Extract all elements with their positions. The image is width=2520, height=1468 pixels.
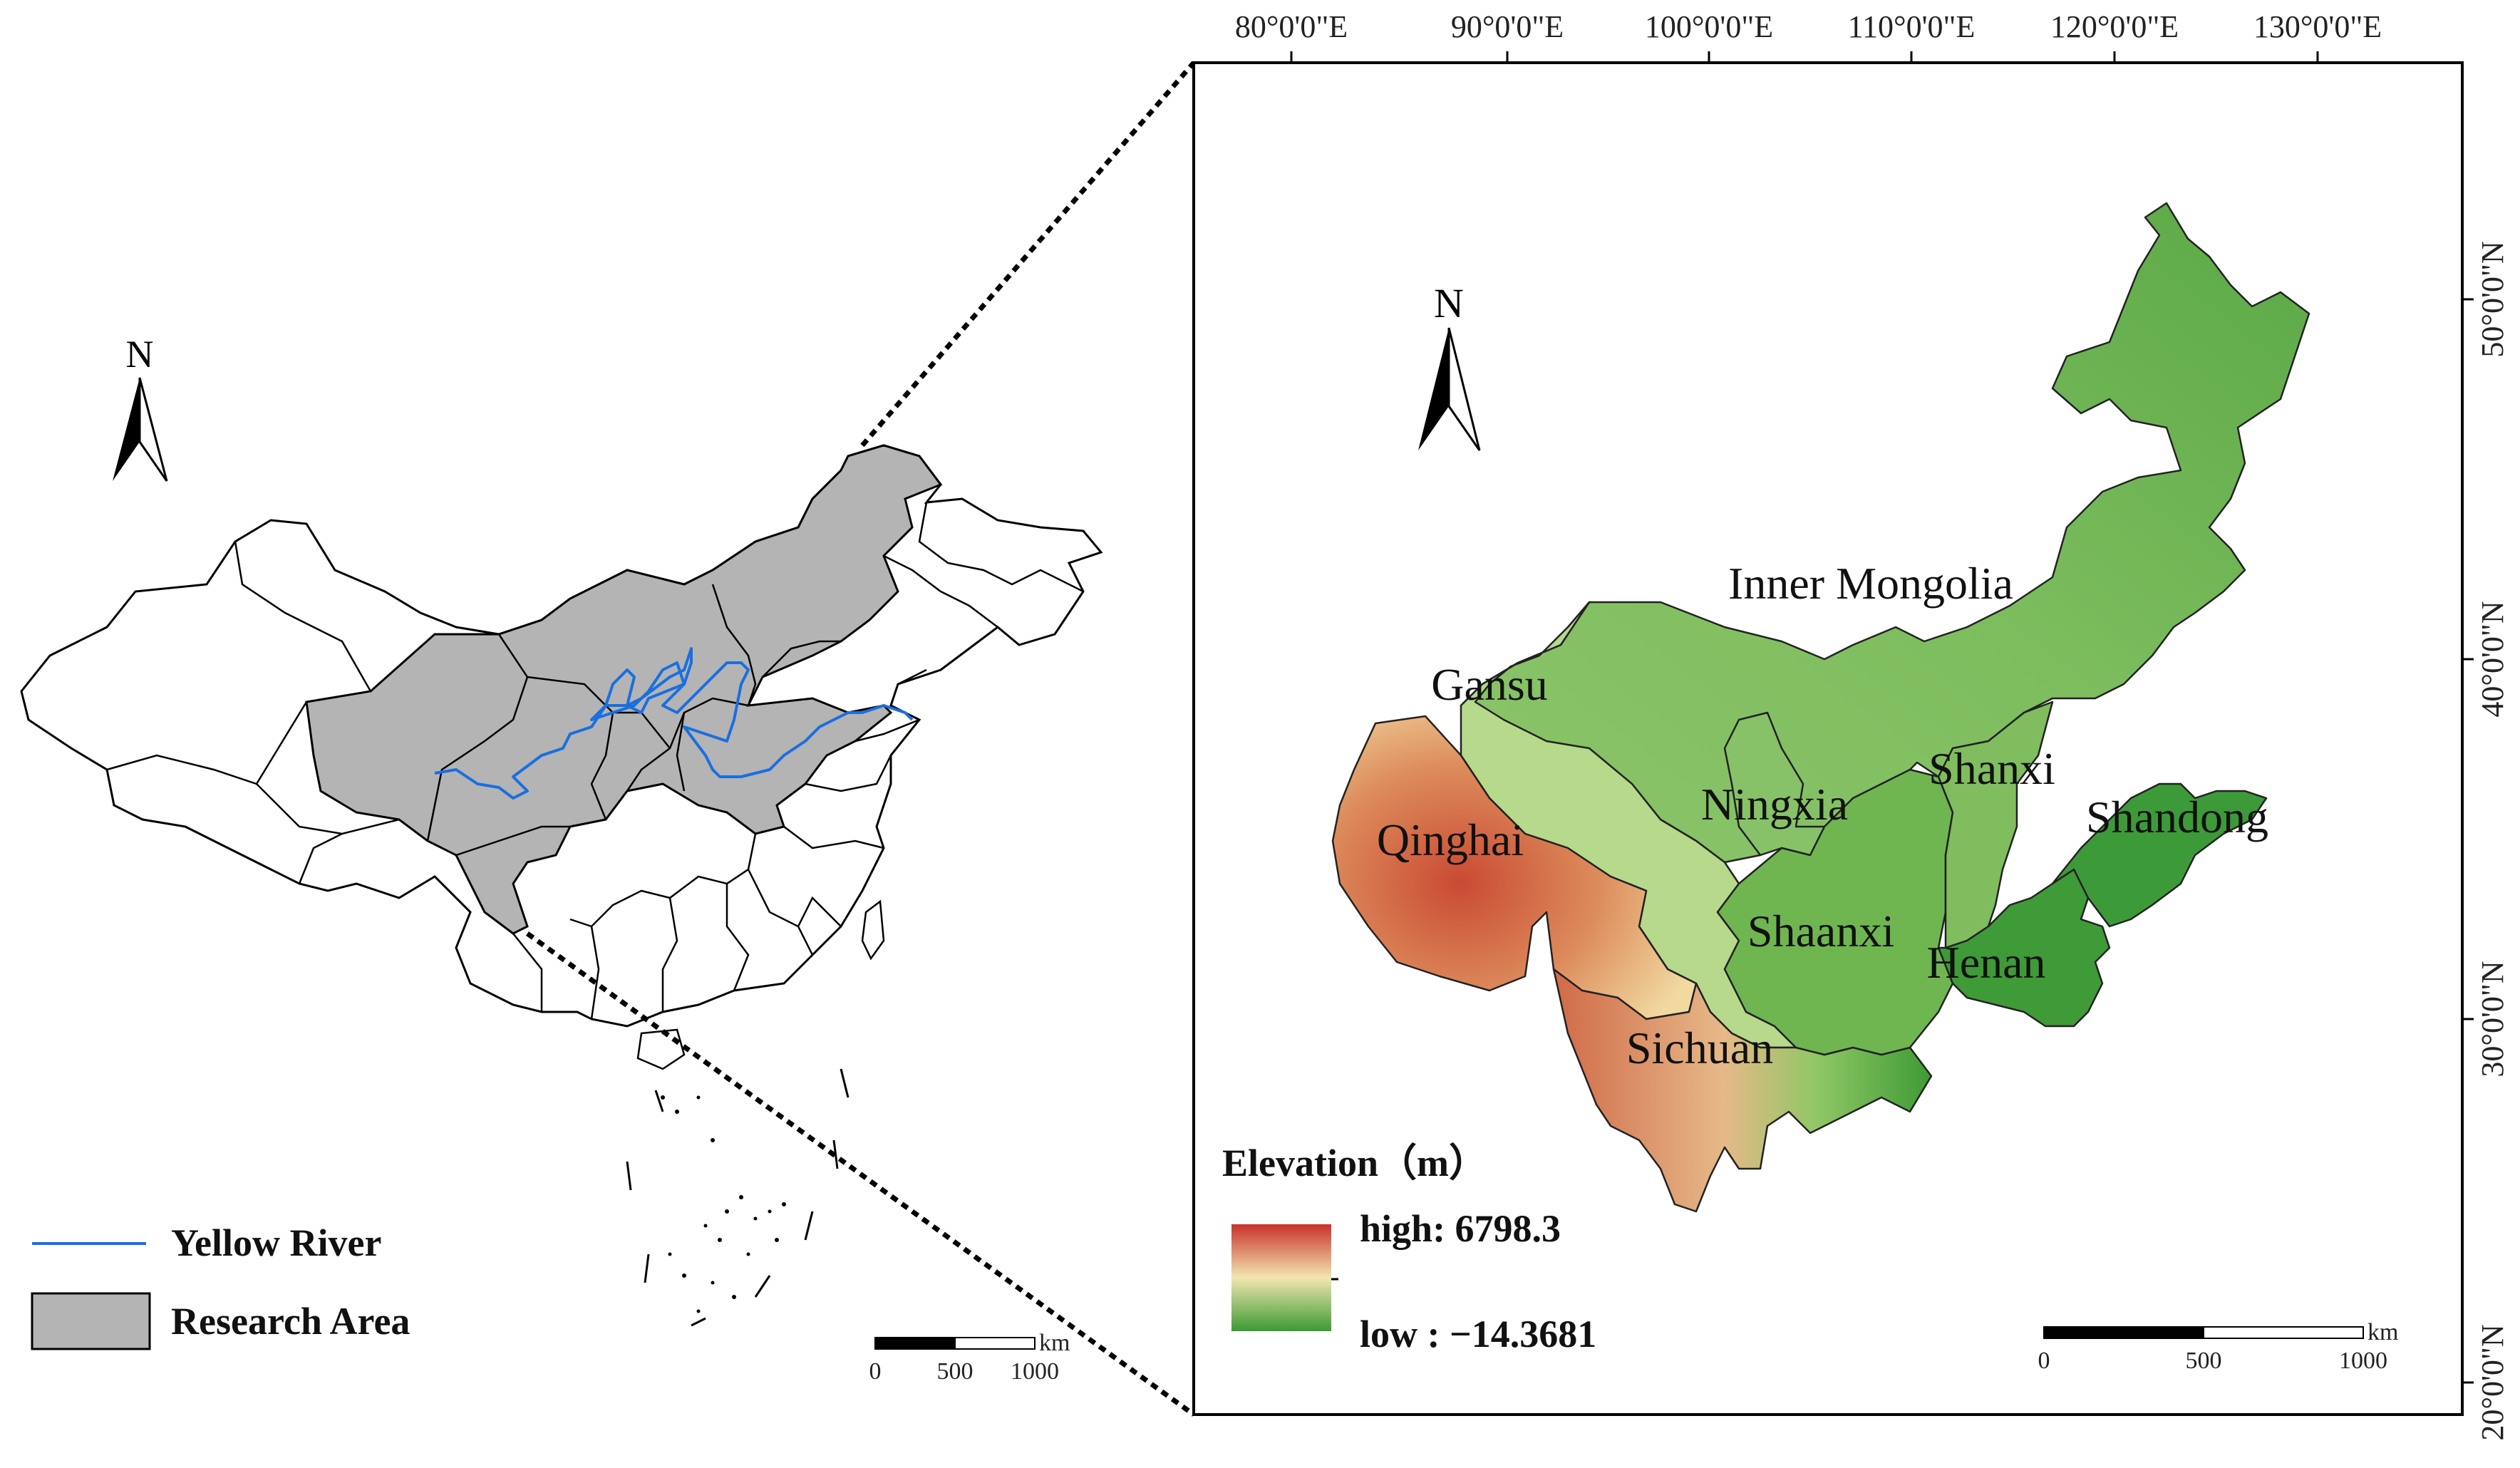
detail-map: 80°0'0"E 90°0'0"E 100°0'0"E 110°0'0"E 12… xyxy=(1192,9,2510,1441)
label-shandong: Shandong xyxy=(2086,792,2268,842)
lon-label-130: 130°0'0"E xyxy=(2253,9,2382,44)
taiwan-island xyxy=(861,899,885,961)
label-qinghai: Qinghai xyxy=(1377,815,1524,865)
scale-tick-500-right: 500 xyxy=(2186,1348,2222,1374)
zoom-connector-lines xyxy=(525,61,1196,1417)
label-ningxia: Ningxia xyxy=(1701,779,1848,829)
legend-left: Yellow River Research Area xyxy=(31,1221,410,1350)
lat-label-20: 20°0'0"N xyxy=(2475,1324,2510,1440)
north-arrow-right: N xyxy=(1418,280,1481,451)
province-shanxi xyxy=(1937,701,2054,949)
lat-label-40: 40°0'0"N xyxy=(2475,601,2510,717)
legend-area-label: Research Area xyxy=(171,1300,410,1343)
scale-tick-1000: 1000 xyxy=(1011,1358,1059,1385)
lon-label-120: 120°0'0"E xyxy=(2050,9,2179,44)
elevation-high-label: high: 6798.3 xyxy=(1360,1207,1561,1250)
label-henan: Henan xyxy=(1926,937,2045,988)
lat-label-30: 30°0'0"N xyxy=(2475,961,2510,1077)
elevation-provinces xyxy=(1331,202,2310,1213)
lon-label-90: 90°0'0"E xyxy=(1451,9,1564,44)
north-arrow-left: N xyxy=(113,333,168,482)
label-shanxi: Shanxi xyxy=(1928,743,2055,794)
scale-bar-right: km 0 500 1000 xyxy=(2038,1319,2399,1374)
research-area xyxy=(305,444,943,935)
nine-dash-line xyxy=(626,1068,850,1327)
north-label: N xyxy=(126,333,154,376)
province-sichuan xyxy=(1552,968,1933,1213)
scale-unit-left: km xyxy=(1039,1330,1070,1356)
lat-label-50: 50°0'0"N xyxy=(2475,241,2510,357)
yellow-river-line xyxy=(434,647,914,800)
elevation-low-label: low : −14.3681 xyxy=(1360,1313,1596,1355)
scale-tick-500: 500 xyxy=(937,1358,974,1385)
elevation-legend-title: Elevation（m） xyxy=(1222,1142,1487,1184)
lon-label-100: 100°0'0"E xyxy=(1645,9,1773,44)
hainan-island xyxy=(636,1028,686,1070)
south-china-sea-islands xyxy=(661,1095,786,1313)
scale-tick-1000-right: 1000 xyxy=(2339,1348,2387,1374)
label-gansu: Gansu xyxy=(1431,659,1548,710)
lon-label-80: 80°0'0"E xyxy=(1235,9,1348,44)
longitude-labels: 80°0'0"E 90°0'0"E 100°0'0"E 110°0'0"E 12… xyxy=(1235,9,2382,44)
overview-map: N Yellow River Research Area km 0 500 10… xyxy=(20,333,1103,1385)
label-inner-mongolia: Inner Mongolia xyxy=(1728,558,2013,609)
longitude-ticks xyxy=(1290,51,2319,63)
scale-tick-0: 0 xyxy=(869,1358,882,1385)
province-henan xyxy=(1937,868,2111,1028)
province-boundaries xyxy=(106,502,1084,1020)
elevation-color-ramp xyxy=(1231,1224,1331,1331)
province-labels: Inner Mongolia Gansu Qinghai Ningxia Sha… xyxy=(1377,558,2268,1073)
latitude-labels: 50°0'0"N 40°0'0"N 30°0'0"N 20°0'0"N xyxy=(2475,241,2510,1440)
lon-label-110: 110°0'0"E xyxy=(1848,9,1976,44)
province-shandong xyxy=(2051,782,2268,928)
scale-tick-0-right: 0 xyxy=(2038,1348,2050,1374)
label-shaanxi: Shaanxi xyxy=(1747,906,1894,956)
scale-bar-left: km 0 500 1000 xyxy=(869,1330,1070,1385)
north-label-right: N xyxy=(1434,280,1464,326)
elevation-legend: Elevation（m） high: 6798.3 low : −14.3681 xyxy=(1222,1142,1596,1355)
legend-river-label: Yellow River xyxy=(171,1221,381,1264)
research-area-legend-symbol xyxy=(31,1292,151,1350)
latitude-ticks xyxy=(2462,298,2474,1384)
label-sichuan: Sichuan xyxy=(1626,1023,1773,1073)
scale-unit-right: km xyxy=(2367,1319,2398,1345)
